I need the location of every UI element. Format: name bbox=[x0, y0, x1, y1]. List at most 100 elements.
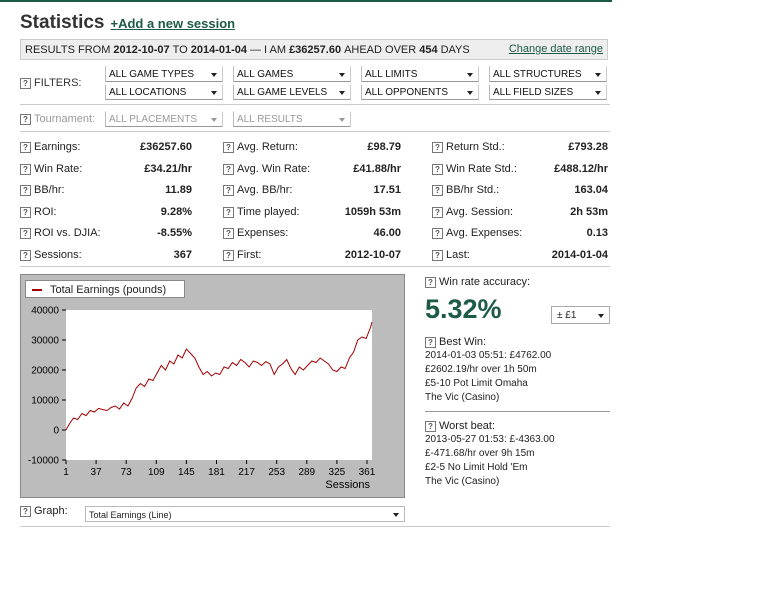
help-icon[interactable]: ? bbox=[432, 249, 443, 261]
x-tick-label: 1 bbox=[63, 467, 69, 478]
best-win-line: 2014-01-03 05:51: £4762.00 bbox=[425, 350, 552, 361]
stat-cell: ? First: 2012-10-07 bbox=[223, 245, 401, 266]
help-icon[interactable]: ? bbox=[223, 249, 234, 261]
select-value: ALL RESULTS bbox=[237, 114, 303, 125]
help-icon[interactable]: ? bbox=[20, 206, 31, 218]
help-icon[interactable]: ? bbox=[20, 163, 31, 175]
worst-beat-label: Worst beat: bbox=[439, 420, 496, 432]
win-rate-accuracy-value: 5.32% bbox=[425, 294, 502, 324]
chevron-down-icon bbox=[467, 91, 473, 95]
help-icon[interactable]: ? bbox=[223, 163, 234, 175]
stat-value: 367 bbox=[173, 249, 192, 261]
results-summary-bar: RESULTS FROM 2012-10-07 TO 2014-01-04 — … bbox=[20, 39, 608, 60]
stat-cell: ? Avg. Expenses: 0.13 bbox=[432, 223, 608, 244]
results-select[interactable]: ALL RESULTS bbox=[233, 111, 351, 127]
add-session-link[interactable]: +Add a new session bbox=[110, 16, 236, 31]
help-icon[interactable]: ? bbox=[425, 276, 436, 288]
chevron-down-icon bbox=[339, 73, 345, 77]
best-win-line: £2602.19/hr over 1h 50m bbox=[425, 364, 537, 375]
stat-label-text: BB/hr: bbox=[34, 184, 65, 196]
chevron-down-icon bbox=[211, 73, 217, 77]
change-date-range-link[interactable]: Change date range bbox=[508, 43, 603, 55]
chevron-down-icon bbox=[211, 91, 217, 95]
stat-value: 0.13 bbox=[586, 227, 608, 239]
best-win-heading: ? Best Win: bbox=[425, 335, 551, 349]
chevron-down-icon bbox=[211, 118, 217, 122]
limits-select[interactable]: ALL LIMITS bbox=[361, 66, 479, 82]
worst-beat-line: £2-5 No Limit Hold 'Em bbox=[425, 462, 528, 473]
graph-type-select[interactable]: Total Earnings (Line) bbox=[85, 506, 405, 522]
stat-label-text: Return Std.: bbox=[446, 141, 505, 153]
help-icon[interactable]: ? bbox=[20, 505, 31, 517]
stat-cell: ? Avg. Return: £98.79 bbox=[223, 137, 401, 158]
best-win-line: £5-10 Pot Limit Omaha bbox=[425, 378, 528, 389]
tournament-label-text: Tournament: bbox=[34, 113, 96, 125]
help-icon[interactable]: ? bbox=[432, 163, 443, 175]
stat-cell: ? ROI: 9.28% bbox=[20, 202, 192, 223]
stat-label: ? ROI: bbox=[20, 202, 57, 223]
results-days: 454 bbox=[419, 43, 438, 56]
select-value: ALL GAMES bbox=[237, 69, 294, 80]
help-icon[interactable]: ? bbox=[223, 227, 234, 239]
stat-label-text: Avg. Win Rate: bbox=[237, 163, 311, 175]
help-icon[interactable]: ? bbox=[20, 227, 31, 239]
x-tick-label: 73 bbox=[121, 467, 133, 478]
help-icon[interactable]: ? bbox=[432, 227, 443, 239]
results-amount: £36257.60 bbox=[289, 43, 342, 56]
help-icon[interactable]: ? bbox=[432, 141, 443, 153]
stat-value: £488.12/hr bbox=[554, 163, 608, 175]
x-tick-label: 325 bbox=[329, 467, 346, 478]
field-sizes-select[interactable]: ALL FIELD SIZES bbox=[489, 84, 607, 100]
results-to-date: 2014-01-04 bbox=[190, 43, 247, 56]
game-levels-select[interactable]: ALL GAME LEVELS bbox=[233, 84, 351, 100]
results-from-date: 2012-10-07 bbox=[113, 43, 170, 56]
help-icon[interactable]: ? bbox=[223, 141, 234, 153]
help-icon[interactable]: ? bbox=[425, 420, 436, 432]
help-icon[interactable]: ? bbox=[20, 113, 31, 125]
x-tick-label: 145 bbox=[178, 467, 195, 478]
divider bbox=[425, 411, 610, 412]
stat-cell: ? Time played: 1059h 53m bbox=[223, 202, 401, 223]
stat-label: ? Win Rate Std.: bbox=[432, 159, 517, 180]
help-icon[interactable]: ? bbox=[432, 206, 443, 218]
stat-value: 2012-10-07 bbox=[344, 249, 401, 261]
accuracy-select[interactable]: ± £1 bbox=[551, 306, 610, 324]
stat-cell: ? ROI vs. DJIA: -8.55% bbox=[20, 223, 192, 244]
best-win-line: The Vic (Casino) bbox=[425, 392, 500, 403]
help-icon[interactable]: ? bbox=[223, 206, 234, 218]
x-tick-label: 109 bbox=[148, 467, 165, 478]
select-value: ALL LOCATIONS bbox=[109, 87, 187, 98]
games-select[interactable]: ALL GAMES bbox=[233, 66, 351, 82]
game-types-select[interactable]: ALL GAME TYPES bbox=[105, 66, 223, 82]
stat-label: ? Avg. Expenses: bbox=[432, 223, 522, 244]
chevron-down-icon bbox=[467, 73, 473, 77]
stat-cell: ? Expenses: 46.00 bbox=[223, 223, 401, 244]
help-icon[interactable]: ? bbox=[20, 184, 31, 196]
help-icon[interactable]: ? bbox=[20, 141, 31, 153]
placements-select[interactable]: ALL PLACEMENTS bbox=[105, 111, 223, 127]
stat-value: 9.28% bbox=[160, 206, 192, 218]
divider bbox=[20, 266, 610, 267]
help-icon[interactable]: ? bbox=[223, 184, 234, 196]
stat-label-text: Sessions: bbox=[34, 249, 82, 261]
best-win-block: ? Best Win: 2014-01-03 05:51: £4762.00 £2… bbox=[425, 335, 551, 405]
stat-label: ? Avg. Return: bbox=[223, 137, 298, 158]
help-icon[interactable]: ? bbox=[20, 249, 31, 261]
stat-label-text: Win Rate Std.: bbox=[446, 163, 517, 175]
locations-select[interactable]: ALL LOCATIONS bbox=[105, 84, 223, 100]
select-value: ALL STRUCTURES bbox=[493, 69, 582, 80]
help-icon[interactable]: ? bbox=[425, 336, 436, 348]
select-value: ± £1 bbox=[557, 310, 577, 321]
y-tick-label: 0 bbox=[53, 426, 59, 437]
help-icon[interactable]: ? bbox=[20, 77, 31, 89]
stat-value: £41.88/hr bbox=[353, 163, 401, 175]
opponents-select[interactable]: ALL OPPONENTS bbox=[361, 84, 479, 100]
chevron-down-icon bbox=[393, 513, 399, 517]
stat-cell: ? BB/hr: 11.89 bbox=[20, 180, 192, 201]
legend-label: Total Earnings (pounds) bbox=[50, 284, 167, 296]
select-value: ALL GAME TYPES bbox=[109, 69, 195, 80]
help-icon[interactable]: ? bbox=[432, 184, 443, 196]
stat-label: ? Time played: bbox=[223, 202, 300, 223]
structures-select[interactable]: ALL STRUCTURES bbox=[489, 66, 607, 82]
series-line-total-earnings bbox=[65, 321, 373, 431]
